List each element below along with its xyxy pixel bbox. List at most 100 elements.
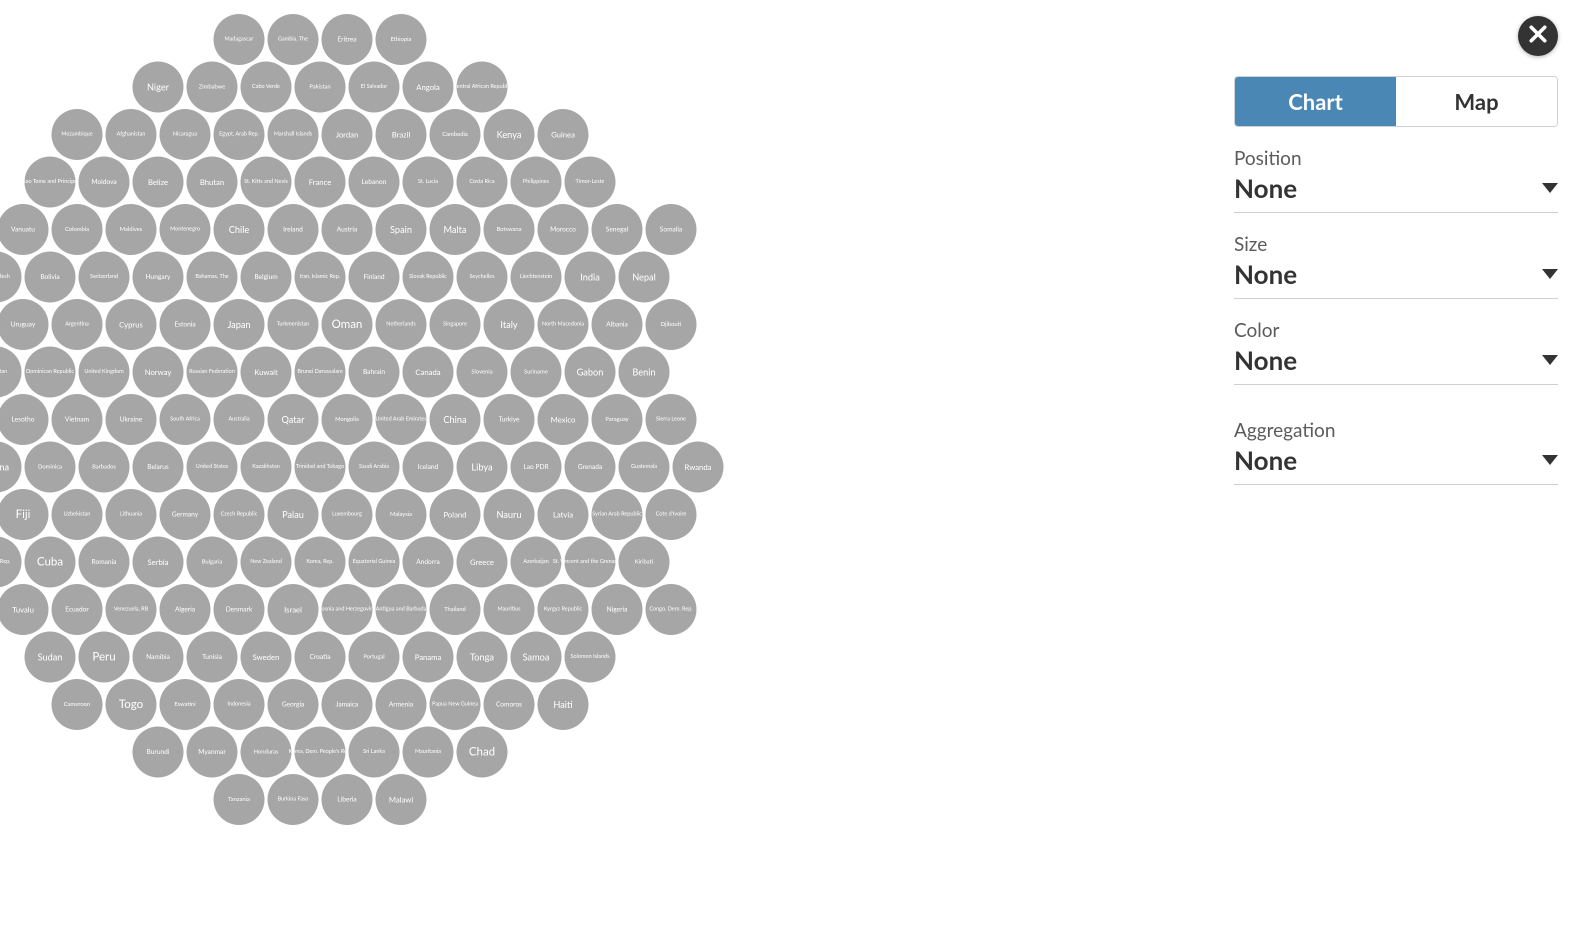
bubble-country[interactable]: Austria: [322, 204, 373, 255]
bubble-country[interactable]: Sao Tome and Principe: [23, 157, 78, 208]
close-button[interactable]: [1518, 16, 1558, 56]
bubble-country[interactable]: Lebanon: [349, 157, 400, 208]
bubble-country[interactable]: Grenada: [565, 442, 616, 493]
bubble-country[interactable]: Suriname: [511, 347, 562, 398]
bubble-country[interactable]: Montenegro: [160, 204, 211, 255]
bubble-country[interactable]: Kyrgyz Republic: [538, 584, 589, 635]
bubble-country[interactable]: Cameroon: [52, 679, 103, 730]
bubble-country[interactable]: Congo, Dem. Rep.: [646, 584, 697, 635]
bubble-country[interactable]: Bolivia: [25, 252, 76, 303]
bubble-country[interactable]: Haiti: [538, 679, 589, 730]
bubble-country[interactable]: Bulgaria: [187, 537, 238, 588]
bubble-country[interactable]: Oman: [322, 299, 373, 350]
bubble-country[interactable]: Ecuador: [52, 584, 103, 635]
bubble-country[interactable]: Samoa: [511, 632, 562, 683]
bubble-country[interactable]: Togo: [106, 679, 157, 730]
bubble-country[interactable]: Azerbaijan: [511, 537, 562, 588]
bubble-country[interactable]: Finland: [349, 252, 400, 303]
bubble-country[interactable]: China: [430, 394, 481, 445]
bubble-country[interactable]: Albania: [592, 299, 643, 350]
bubble-country[interactable]: Burkina Faso: [268, 774, 319, 825]
bubble-country[interactable]: Turkiye: [484, 394, 535, 445]
bubble-country[interactable]: Tunisia: [187, 632, 238, 683]
bubble-country[interactable]: France: [295, 157, 346, 208]
bubble-country[interactable]: United States: [187, 442, 238, 493]
bubble-country[interactable]: Germany: [160, 489, 211, 540]
bubble-country[interactable]: El Salvador: [349, 62, 400, 113]
bubble-country[interactable]: Dominican Republic: [25, 347, 76, 398]
bubble-country[interactable]: Serbia: [133, 537, 184, 588]
bubble-country[interactable]: Jamaica: [322, 679, 373, 730]
bubble-country[interactable]: Mongolia: [322, 394, 373, 445]
bubble-country[interactable]: Venezuela, RB: [106, 584, 157, 635]
bubble-country[interactable]: Dominica: [25, 442, 76, 493]
bubble-country[interactable]: Brunei Darussalam: [295, 347, 346, 398]
bubble-country[interactable]: Qatar: [268, 394, 319, 445]
bubble-country[interactable]: Gambia, The: [268, 14, 319, 65]
bubble-country[interactable]: India: [565, 252, 616, 303]
bubble-country[interactable]: Sri Lanka: [349, 727, 400, 778]
bubble-country[interactable]: South Africa: [160, 394, 211, 445]
bubble-country[interactable]: United Kingdom: [79, 347, 130, 398]
bubble-country[interactable]: Paraguay: [592, 394, 643, 445]
bubble-country[interactable]: Bahrain: [349, 347, 400, 398]
bubble-country[interactable]: Benin: [619, 347, 670, 398]
bubble-country[interactable]: Fiji: [0, 489, 49, 540]
bubble-country[interactable]: Morocco: [538, 204, 589, 255]
select-size[interactable]: None: [1234, 258, 1558, 290]
bubble-country[interactable]: Chad: [457, 727, 508, 778]
bubble-country[interactable]: Moldova: [79, 157, 130, 208]
bubble-country[interactable]: Bahamas, The: [187, 252, 238, 303]
bubble-country[interactable]: Belize: [133, 157, 184, 208]
bubble-country[interactable]: Greece: [457, 537, 508, 588]
bubble-country[interactable]: Nauru: [484, 489, 535, 540]
bubble-country[interactable]: Kiribati: [619, 537, 670, 588]
select-aggregation[interactable]: None: [1234, 444, 1558, 476]
bubble-country[interactable]: Vanuatu: [0, 204, 49, 255]
bubble-country[interactable]: Somalia: [646, 204, 697, 255]
bubble-country[interactable]: Niger: [133, 62, 184, 113]
bubble-country[interactable]: Ghana: [0, 442, 22, 493]
bubble-country[interactable]: Saudi Arabia: [349, 442, 400, 493]
select-position[interactable]: None: [1234, 172, 1558, 204]
bubble-country[interactable]: Netherlands: [376, 299, 427, 350]
bubble-country[interactable]: Marshall Islands: [268, 109, 319, 160]
bubble-country[interactable]: Jordan: [322, 109, 373, 160]
bubble-country[interactable]: Comoros: [484, 679, 535, 730]
bubble-country[interactable]: Ireland: [268, 204, 319, 255]
bubble-country[interactable]: Israel: [268, 584, 319, 635]
bubble-country[interactable]: Sudan: [25, 632, 76, 683]
bubble-country[interactable]: Lesotho: [0, 394, 49, 445]
bubble-country[interactable]: Hungary: [133, 252, 184, 303]
bubble-country[interactable]: Iran, Islamic Rep.: [295, 252, 346, 303]
bubble-country[interactable]: Russian Federation: [187, 347, 238, 398]
bubble-country[interactable]: United Arab Emirates: [375, 394, 427, 445]
bubble-country[interactable]: Timor-Leste: [565, 157, 616, 208]
bubble-country[interactable]: Indonesia: [214, 679, 265, 730]
bubble-country[interactable]: Kenya: [484, 109, 535, 160]
bubble-country[interactable]: Belgium: [241, 252, 292, 303]
bubble-country[interactable]: Sweden: [241, 632, 292, 683]
bubble-country[interactable]: Zimbabwe: [187, 62, 238, 113]
bubble-country[interactable]: Thailand: [430, 584, 481, 635]
bubble-country[interactable]: Cambodia: [430, 109, 481, 160]
bubble-country[interactable]: Norway: [133, 347, 184, 398]
bubble-country[interactable]: Colombia: [52, 204, 103, 255]
bubble-country[interactable]: Slovenia: [457, 347, 508, 398]
bubble-country[interactable]: Guinea: [538, 109, 589, 160]
bubble-country[interactable]: Nigeria: [592, 584, 643, 635]
bubble-country[interactable]: Slovak Republic: [403, 252, 454, 303]
bubble-country[interactable]: Malaysia: [376, 489, 427, 540]
bubble-country[interactable]: Bosnia and Herzegovina: [318, 584, 376, 635]
bubble-country[interactable]: Trinidad and Tobago: [295, 442, 346, 493]
bubble-country[interactable]: Angola: [403, 62, 454, 113]
bubble-country[interactable]: Guatemala: [619, 442, 670, 493]
bubble-country[interactable]: Argentina: [52, 299, 103, 350]
bubble-country[interactable]: Cyprus: [106, 299, 157, 350]
bubble-country[interactable]: Georgia: [268, 679, 319, 730]
bubble-country[interactable]: Portugal: [349, 632, 400, 683]
bubble-country[interactable]: Uruguay: [0, 299, 49, 350]
bubble-country[interactable]: Korea, Rep.: [295, 537, 346, 588]
bubble-country[interactable]: Vietnam: [52, 394, 103, 445]
bubble-country[interactable]: Sierra Leone: [646, 394, 697, 445]
